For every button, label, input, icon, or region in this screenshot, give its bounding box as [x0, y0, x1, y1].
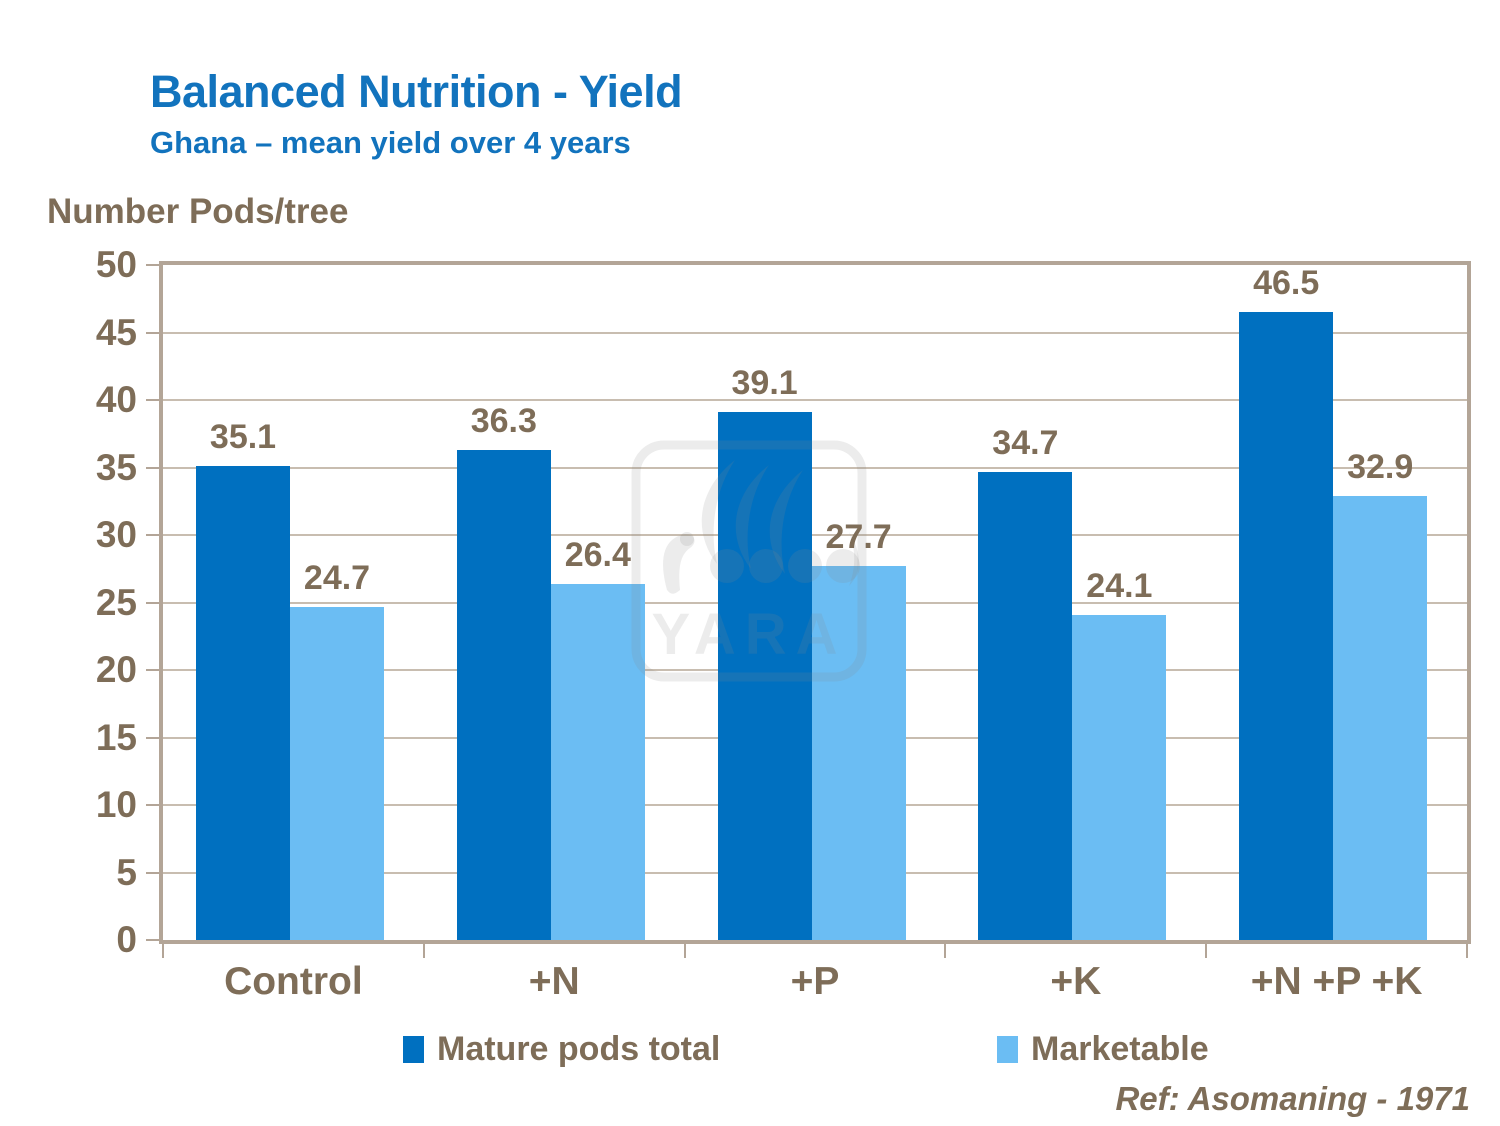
value-label-marketable-p: 27.7 [825, 518, 892, 557]
value-label-marketable-k: 24.1 [1086, 566, 1153, 605]
value-label-mature-pods-total-n: 36.3 [470, 401, 537, 440]
legend-label-mature-pods-total: Mature pods total [437, 1030, 721, 1068]
y-tick-mark-40 [146, 399, 159, 401]
page-title: Balanced Nutrition - Yield [150, 66, 683, 117]
y-tick-mark-50 [146, 264, 159, 266]
y-tick-label-0: 0 [116, 919, 137, 960]
y-tick-label-5: 5 [116, 851, 137, 893]
x-tick-mark-1 [422, 944, 425, 958]
y-tick-mark-20 [146, 669, 159, 671]
y-tick-mark-0 [146, 939, 159, 941]
bar-mature-pods-total-control [196, 466, 290, 940]
gridline-30 [163, 534, 1467, 536]
page-subtitle: Ghana – mean yield over 4 years [150, 125, 631, 160]
y-tick-mark-5 [146, 871, 159, 874]
x-category-label-n-p-k: +N +P +K [1250, 960, 1423, 1003]
x-category-label-p: +P [790, 960, 840, 1003]
x-category-label-n: +N [528, 960, 580, 1003]
y-tick-mark-30 [146, 534, 159, 536]
value-label-marketable-n: 26.4 [564, 535, 631, 574]
y-tick-label-20: 20 [95, 649, 137, 690]
legend-swatch-mature-pods-total [403, 1036, 424, 1063]
legend-swatch-marketable [997, 1036, 1018, 1063]
legend-label-marketable: Marketable [1031, 1030, 1209, 1068]
x-tick-mark-0 [162, 944, 164, 958]
y-tick-label-10: 10 [95, 784, 137, 825]
legend: Mature pods total Marketable [0, 1030, 1500, 1080]
x-tick-mark-2 [683, 944, 686, 958]
bar-marketable-control [290, 606, 384, 940]
plot-area-frame [159, 261, 1471, 944]
x-category-label-control: Control [224, 960, 363, 1003]
bar-mature-pods-total-p [717, 412, 812, 940]
bar-marketable-n-p-k [1333, 495, 1428, 940]
y-tick-mark-25 [146, 601, 159, 604]
gridline-35 [163, 466, 1467, 469]
x-tick-mark-4 [1205, 944, 1208, 958]
bar-marketable-n [550, 583, 645, 940]
y-tick-label-35: 35 [95, 446, 137, 488]
y-tick-label-40: 40 [95, 379, 137, 420]
legend-item-marketable: Marketable [997, 1030, 1209, 1069]
bar-mature-pods-total-n [456, 449, 551, 940]
bar-mature-pods-total-n-p-k [1239, 312, 1334, 940]
x-category-label-k: +K [1050, 960, 1102, 1003]
gridline-40 [163, 399, 1467, 401]
y-tick-mark-10 [146, 804, 159, 806]
value-label-marketable-control: 24.7 [303, 558, 371, 597]
y-tick-mark-15 [146, 736, 159, 739]
value-label-mature-pods-total-k: 34.7 [992, 423, 1059, 462]
bar-marketable-k [1072, 614, 1167, 940]
bar-mature-pods-total-k [978, 471, 1073, 940]
y-tick-label-30: 30 [95, 514, 137, 555]
value-label-mature-pods-total-n-p-k: 46.5 [1253, 264, 1320, 303]
value-label-marketable-n-p-k: 32.9 [1347, 447, 1414, 486]
value-label-mature-pods-total-p: 39.1 [731, 364, 798, 403]
y-tick-label-25: 25 [95, 581, 137, 623]
y-tick-label-15: 15 [95, 716, 137, 758]
y-tick-label-45: 45 [95, 311, 137, 353]
y-axis-title: Number Pods/tree [47, 192, 349, 231]
legend-item-mature-pods-total: Mature pods total [403, 1030, 720, 1069]
x-tick-mark-5 [1466, 944, 1468, 958]
x-tick-mark-3 [944, 944, 947, 958]
y-tick-mark-45 [146, 331, 159, 334]
y-tick-mark-35 [146, 466, 159, 469]
gridline-45 [163, 331, 1467, 334]
bar-marketable-p [811, 566, 906, 940]
reference-note: Ref: Asomaning - 1971 [1115, 1080, 1470, 1117]
value-label-mature-pods-total-control: 35.1 [209, 418, 277, 457]
y-tick-label-50: 50 [95, 244, 137, 285]
